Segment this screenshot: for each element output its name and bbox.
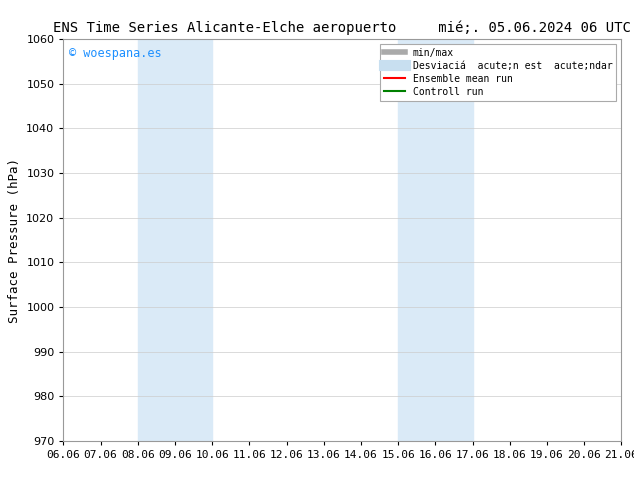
Legend: min/max, Desviaciá  acute;n est  acute;ndar, Ensemble mean run, Controll run: min/max, Desviaciá acute;n est acute;nda… xyxy=(380,44,616,100)
Y-axis label: Surface Pressure (hPa): Surface Pressure (hPa) xyxy=(8,158,21,322)
Bar xyxy=(138,39,212,441)
Bar xyxy=(398,39,472,441)
Text: © woespana.es: © woespana.es xyxy=(69,47,162,60)
Title: ENS Time Series Alicante-Elche aeropuerto     mié;. 05.06.2024 06 UTC: ENS Time Series Alicante-Elche aeropuert… xyxy=(53,21,631,35)
